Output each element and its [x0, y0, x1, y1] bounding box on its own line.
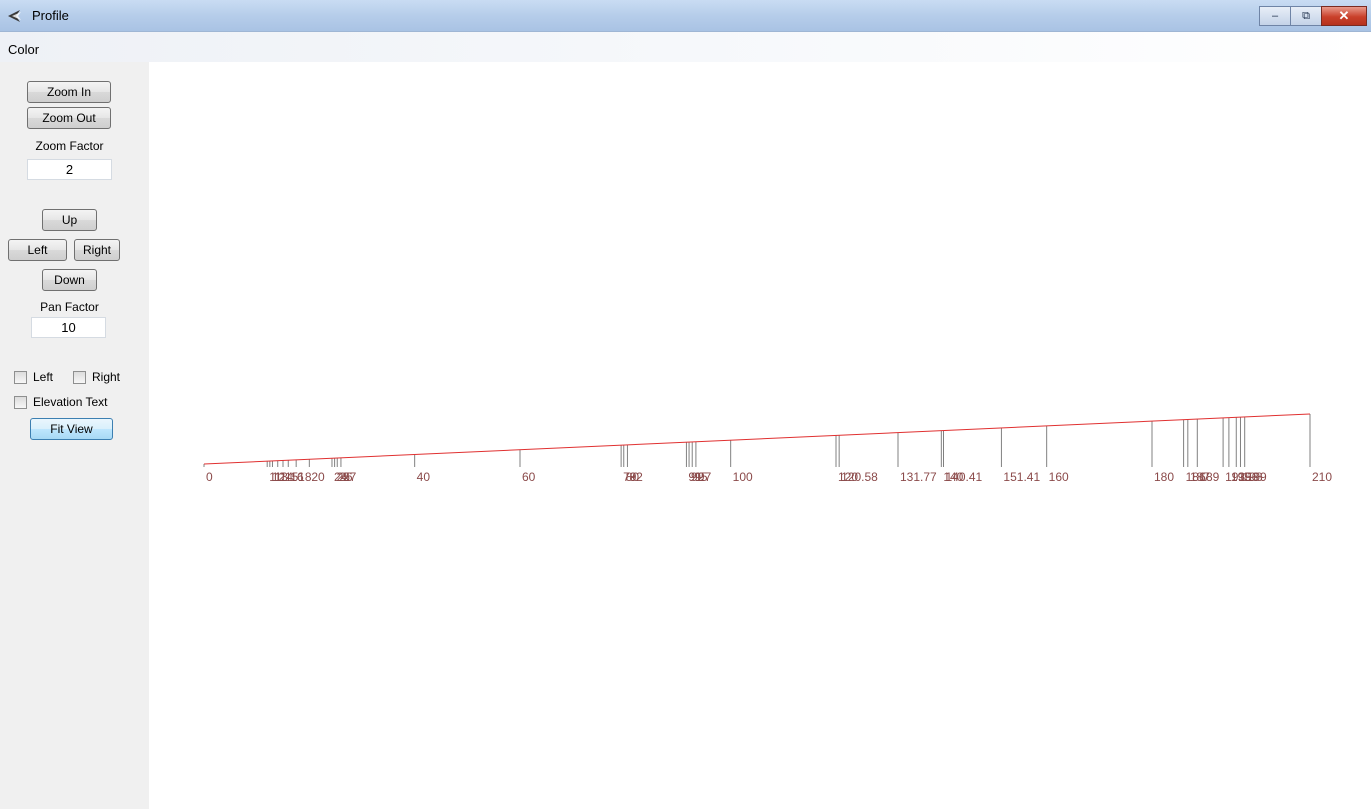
station-label: 60: [522, 470, 536, 484]
station-label: 27: [343, 470, 357, 484]
station-label: 187: [1190, 470, 1210, 484]
station-label: 210: [1312, 470, 1332, 484]
station-label: 120: [838, 470, 858, 484]
control-panel: Zoom In Zoom Out Zoom Factor 2 Up Left R…: [0, 62, 149, 809]
elevation-text-checkbox[interactable]: [14, 396, 27, 409]
station-label: 198: [1242, 470, 1262, 484]
station-label: 82: [629, 470, 643, 484]
station-label: 160: [1049, 470, 1069, 484]
fit-view-button[interactable]: Fit View: [30, 418, 113, 440]
station-label: 97: [698, 470, 712, 484]
right-checkbox[interactable]: [73, 371, 86, 384]
zoom-factor-label: Zoom Factor: [35, 139, 104, 153]
zoom-factor-input[interactable]: 2: [27, 159, 112, 180]
window-controls: – ⧉ ✕: [1259, 6, 1367, 26]
pan-factor-label: Pan Factor: [40, 300, 99, 314]
menu-color[interactable]: Color: [8, 42, 40, 57]
station-label: 151.41: [1003, 470, 1040, 484]
station-label: 189: [1199, 470, 1219, 484]
station-label: 13: [274, 470, 288, 484]
restore-icon: ⧉: [1302, 9, 1310, 22]
station-label: 91: [688, 470, 702, 484]
station-label: 18: [298, 470, 312, 484]
elevation-text-label: Elevation Text: [33, 395, 108, 409]
station-label: 26: [339, 470, 353, 484]
station-label: 196: [1238, 470, 1258, 484]
restore-button[interactable]: ⧉: [1290, 6, 1322, 26]
station-label: 131.77: [900, 470, 937, 484]
station-label: 195: [1231, 470, 1251, 484]
pan-left-button[interactable]: Left: [8, 239, 67, 261]
menu-bar: Color: [0, 32, 1371, 62]
station-label: 12: [272, 470, 286, 484]
pan-right-button[interactable]: Right: [74, 239, 120, 261]
minimize-icon: –: [1271, 10, 1279, 22]
pan-factor-input[interactable]: 10: [31, 317, 106, 338]
zoom-in-button[interactable]: Zoom In: [27, 81, 111, 103]
station-label: 15: [285, 470, 299, 484]
station-label: 24: [334, 470, 348, 484]
pan-down-button[interactable]: Down: [42, 269, 97, 291]
right-checkbox-label: Right: [92, 370, 121, 384]
station-label: 92: [691, 470, 705, 484]
app-icon: [8, 10, 21, 22]
station-label: 193: [1225, 470, 1245, 484]
left-checkbox-label: Left: [33, 370, 54, 384]
station-label: 16: [290, 470, 304, 484]
station-label: 20: [311, 470, 325, 484]
close-button[interactable]: ✕: [1321, 6, 1367, 26]
pan-up-button[interactable]: Up: [42, 209, 97, 231]
station-label: 100: [733, 470, 753, 484]
profile-canvas[interactable]: 0 11 12 13 14 15 16 18 20 24 25 26 27 40 60 79 80 82 91 92 9…: [149, 62, 1371, 809]
station-label: 180: [1154, 470, 1174, 484]
window-title: Profile: [32, 8, 69, 23]
station-label: 199: [1247, 470, 1267, 484]
zoom-out-button[interactable]: Zoom Out: [27, 107, 111, 129]
station-label: 140.41: [945, 470, 982, 484]
station-label: 11: [269, 470, 282, 484]
station-label: 140: [943, 470, 963, 484]
title-bar: Profile – ⧉ ✕: [0, 0, 1371, 32]
station-label: 0: [206, 470, 213, 484]
station-label: 25: [337, 470, 351, 484]
station-label: 40: [417, 470, 431, 484]
station-label: 80: [626, 470, 640, 484]
station-label: 14: [280, 470, 294, 484]
profile-line: [203, 413, 1311, 465]
station-label: 79: [623, 470, 637, 484]
close-icon: ✕: [1338, 8, 1350, 23]
station-label: 120.58: [841, 470, 878, 484]
minimize-button[interactable]: –: [1259, 6, 1291, 26]
station-label: 186: [1186, 470, 1206, 484]
station-label: 95: [694, 470, 708, 484]
left-checkbox[interactable]: [14, 371, 27, 384]
